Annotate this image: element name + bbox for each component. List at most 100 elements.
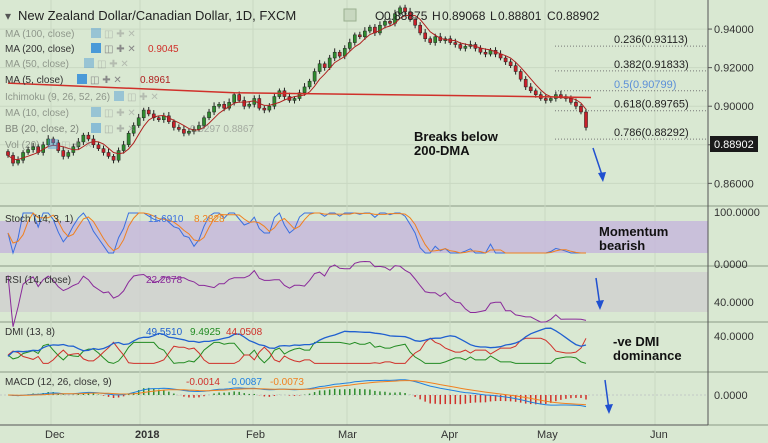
arrow-rsi xyxy=(595,277,604,310)
candle-body xyxy=(478,48,483,53)
legend-row[interactable]: BB (20, close, 2) ◫ ✚ ✕ 0.9297 0.8867 xyxy=(5,123,254,135)
legend-label: MA (200, close) xyxy=(5,44,74,55)
legend-row[interactable]: MA (200, close) ◫ ✚ ✕ 0.9045 xyxy=(5,43,179,55)
candle xyxy=(131,122,136,137)
candle xyxy=(101,145,106,156)
candle xyxy=(307,78,312,90)
legend-tools-icon[interactable]: ◫ ✚ ✕ xyxy=(90,75,122,86)
candle-body xyxy=(126,132,131,146)
candle-body xyxy=(61,150,66,157)
eye-icon[interactable] xyxy=(91,28,101,38)
candle xyxy=(126,130,131,148)
rsi-band xyxy=(0,272,708,312)
settings-icon[interactable] xyxy=(343,8,357,22)
legend-tools-icon[interactable]: ◫ ✚ ✕ xyxy=(104,29,136,40)
eye-icon[interactable] xyxy=(114,91,124,101)
legend-row[interactable]: MA (10, close) ◫ ✚ ✕ xyxy=(5,107,136,119)
legend-row[interactable]: Vol (20) ◫ ✚ ✕ xyxy=(5,139,93,151)
candle xyxy=(272,92,277,110)
candle xyxy=(111,154,116,164)
candle-body xyxy=(66,152,71,157)
legend-row[interactable]: MA (100, close) ◫ ✚ ✕ xyxy=(5,28,136,40)
candle xyxy=(352,32,357,46)
candle-body xyxy=(418,24,422,34)
candle-body xyxy=(232,94,236,103)
legend-value: 0.9045 xyxy=(148,44,179,55)
eye-icon[interactable] xyxy=(91,123,101,133)
dmi-axis: 40.0000 xyxy=(714,331,754,343)
ohlc-close-label: C xyxy=(547,9,556,23)
collapse-chevron-icon[interactable]: ▾ xyxy=(5,9,11,23)
candle xyxy=(528,83,533,94)
legend-label: Vol (20) xyxy=(5,140,39,151)
candle-body xyxy=(131,125,136,134)
dmi-adx-line xyxy=(7,327,587,357)
legend-tools-icon[interactable]: ◫ ✚ ✕ xyxy=(104,44,136,55)
candle-body xyxy=(56,142,61,151)
last-price-value: 0.88902 xyxy=(714,139,754,151)
fib-label: 0.618(0.89765) xyxy=(614,99,689,111)
legend-label: MA (5, close) xyxy=(5,75,63,86)
macd-signal-value: -0.0087 xyxy=(228,377,262,388)
candle-body xyxy=(172,121,176,128)
price-tick-label: 0.92000 xyxy=(714,63,754,75)
eye-icon[interactable] xyxy=(77,74,87,84)
candle xyxy=(262,105,267,114)
ohlc-open-label: O xyxy=(375,9,384,23)
macd-signal-line xyxy=(7,380,587,406)
legend-row[interactable]: Ichimoku (9, 26, 52, 26) ◫ ✚ ✕ xyxy=(5,91,159,103)
legend-label: MA (10, close) xyxy=(5,108,69,119)
candle-body xyxy=(584,111,588,128)
candle xyxy=(86,132,91,142)
legend-tools-icon[interactable]: ◫ ✚ ✕ xyxy=(97,59,129,70)
candle-body xyxy=(307,80,312,88)
candle-body xyxy=(337,51,342,57)
legend-tools-icon[interactable]: ◫ ✚ ✕ xyxy=(127,92,159,103)
legend-label: BB (20, close, 2) xyxy=(5,124,79,135)
candle-body xyxy=(574,102,578,107)
candle-body xyxy=(388,21,392,24)
arrow-macd xyxy=(604,379,613,414)
legend-row[interactable]: MA (5, close) ◫ ✚ ✕ 0.8961 xyxy=(5,74,171,86)
candle-body xyxy=(76,141,81,147)
candle xyxy=(242,96,247,110)
eye-icon[interactable] xyxy=(84,58,94,68)
ohlc-low-label: L xyxy=(490,9,497,23)
chart-title: New Zealand Dollar/Canadian Dollar, 1D, … xyxy=(18,8,296,23)
eye-icon[interactable] xyxy=(48,139,58,149)
candle xyxy=(146,106,151,117)
candle-body xyxy=(579,105,583,113)
candle-body xyxy=(518,71,523,80)
candle xyxy=(21,150,25,164)
candle xyxy=(51,136,56,146)
candle-body xyxy=(428,38,432,43)
time-label: 2018 xyxy=(135,429,159,441)
dmi-minus-line xyxy=(7,337,587,364)
candle-body xyxy=(46,138,51,146)
legend-value: 0.9297 0.8867 xyxy=(190,124,254,135)
candle xyxy=(187,128,191,136)
candle-body xyxy=(31,146,35,150)
candle-body xyxy=(136,117,141,126)
stoch-pane-label: Stoch (14, 3, 1) 11.6910 8.2828 xyxy=(5,214,225,225)
macd-hist-value: -0.0073 xyxy=(270,377,304,388)
dmi-minus-value: 44.0508 xyxy=(226,327,263,338)
legend-tools-icon[interactable]: ◫ ✚ ✕ xyxy=(104,108,136,119)
time-axis[interactable]: Dec 2018 Feb Mar Apr May Jun xyxy=(45,429,668,441)
candle xyxy=(267,103,272,113)
svg-text:RSI (14, close): RSI (14, close) xyxy=(5,275,71,286)
legend-tools-icon[interactable]: ◫ ✚ ✕ xyxy=(61,140,93,151)
rsi-axis: 40.0000 xyxy=(714,297,754,309)
legend-tools-icon[interactable]: ◫ ✚ ✕ xyxy=(104,124,136,135)
candle-body xyxy=(156,117,161,120)
candle xyxy=(106,148,111,159)
candle xyxy=(513,61,518,75)
candle xyxy=(579,103,583,115)
candle-body xyxy=(237,94,242,101)
eye-icon[interactable] xyxy=(91,107,101,117)
candle-body xyxy=(483,51,488,55)
legend-label: Ichimoku (9, 26, 52, 26) xyxy=(5,92,110,103)
legend-row[interactable]: MA (50, close) ◫ ✚ ✕ xyxy=(5,58,129,70)
eye-icon[interactable] xyxy=(91,43,101,53)
